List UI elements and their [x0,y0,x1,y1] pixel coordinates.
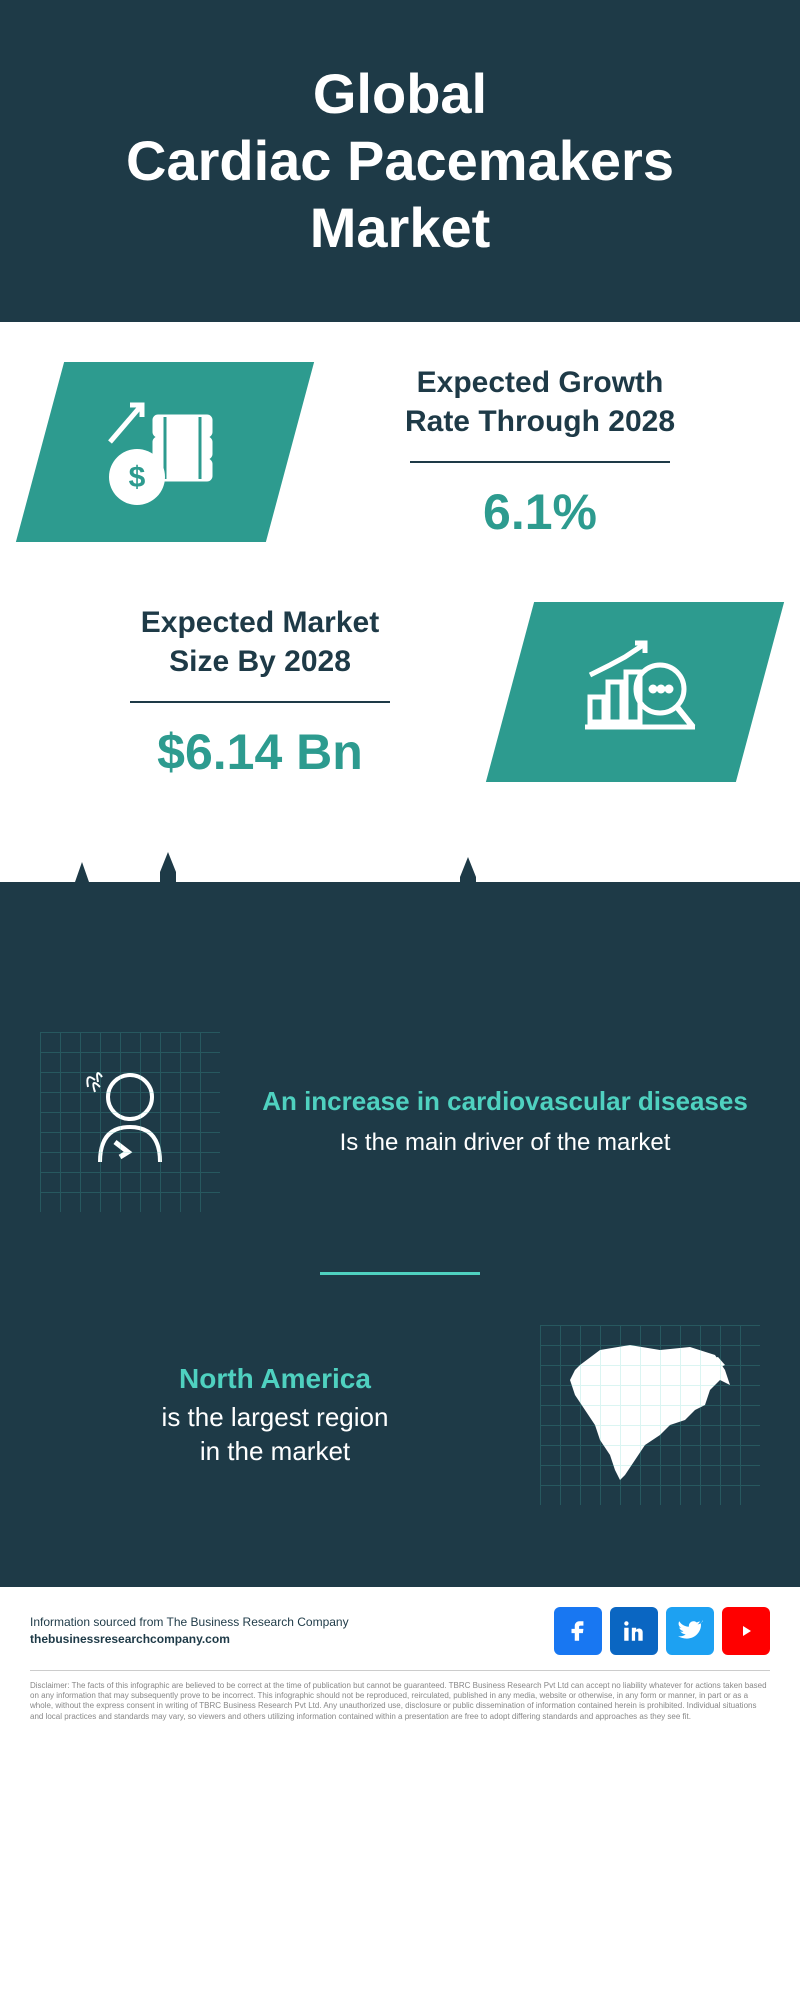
youtube-icon[interactable] [722,1607,770,1655]
stat-value: $6.14 Bn [40,723,480,781]
heart-patient-icon [40,1032,220,1212]
linkedin-icon[interactable] [610,1607,658,1655]
skyline-divider [0,882,800,1002]
divider [410,461,670,463]
driver-subtitle: Is the main driver of the market [250,1127,760,1158]
title-line-3: Market [310,196,491,259]
source-attribution: Information sourced from The Business Re… [30,1614,349,1648]
stats-section: $ Expected Growth Rate Through 2028 6.1% [0,322,800,882]
title-line-1: Global [313,62,487,125]
driver-highlight: An increase in cardiovascular diseases [250,1085,760,1119]
twitter-icon[interactable] [666,1607,714,1655]
page-title: Global Cardiac Pacemakers Market [40,60,760,262]
footer: Information sourced from The Business Re… [0,1585,800,1743]
market-driver: An increase in cardiovascular diseases I… [40,1002,760,1242]
dark-section: An increase in cardiovascular diseases I… [0,1002,800,1585]
divider [130,701,390,703]
money-growth-icon: $ [40,362,290,542]
title-line-2: Cardiac Pacemakers [126,129,674,192]
stat-value: 6.1% [320,483,760,541]
source-url: thebusinessresearchcompany.com [30,1632,230,1646]
header: Global Cardiac Pacemakers Market [0,0,800,322]
stat-label: Expected Growth Rate Through 2028 [320,363,760,441]
disclaimer-text: Disclaimer: The facts of this infographi… [30,1670,770,1723]
svg-text:$: $ [129,461,146,494]
social-icons [554,1607,770,1655]
north-america-map-icon [540,1325,760,1505]
divider [320,1272,480,1275]
region-highlight: North America [40,1361,510,1397]
region-subtitle: is the largest region in the market [40,1401,510,1469]
facebook-icon[interactable] [554,1607,602,1655]
chart-analysis-icon [510,602,760,782]
stat-growth-rate: $ Expected Growth Rate Through 2028 6.1% [40,362,760,542]
stat-label: Expected Market Size By 2028 [40,603,480,681]
market-region: North America is the largest region in t… [40,1305,760,1525]
stat-market-size: Expected Market Size By 2028 $6.14 Bn [40,602,760,782]
